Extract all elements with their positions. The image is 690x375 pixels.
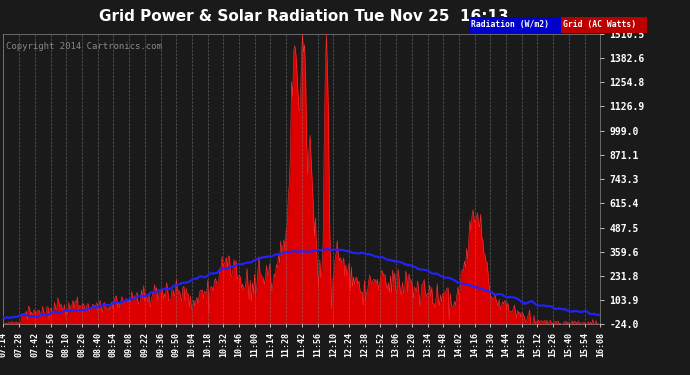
Text: Radiation (W/m2): Radiation (W/m2): [471, 20, 549, 29]
Text: Grid (AC Watts): Grid (AC Watts): [563, 20, 636, 29]
Text: Grid Power & Solar Radiation Tue Nov 25  16:13: Grid Power & Solar Radiation Tue Nov 25 …: [99, 9, 509, 24]
Text: Copyright 2014 Cartronics.com: Copyright 2014 Cartronics.com: [6, 42, 162, 51]
